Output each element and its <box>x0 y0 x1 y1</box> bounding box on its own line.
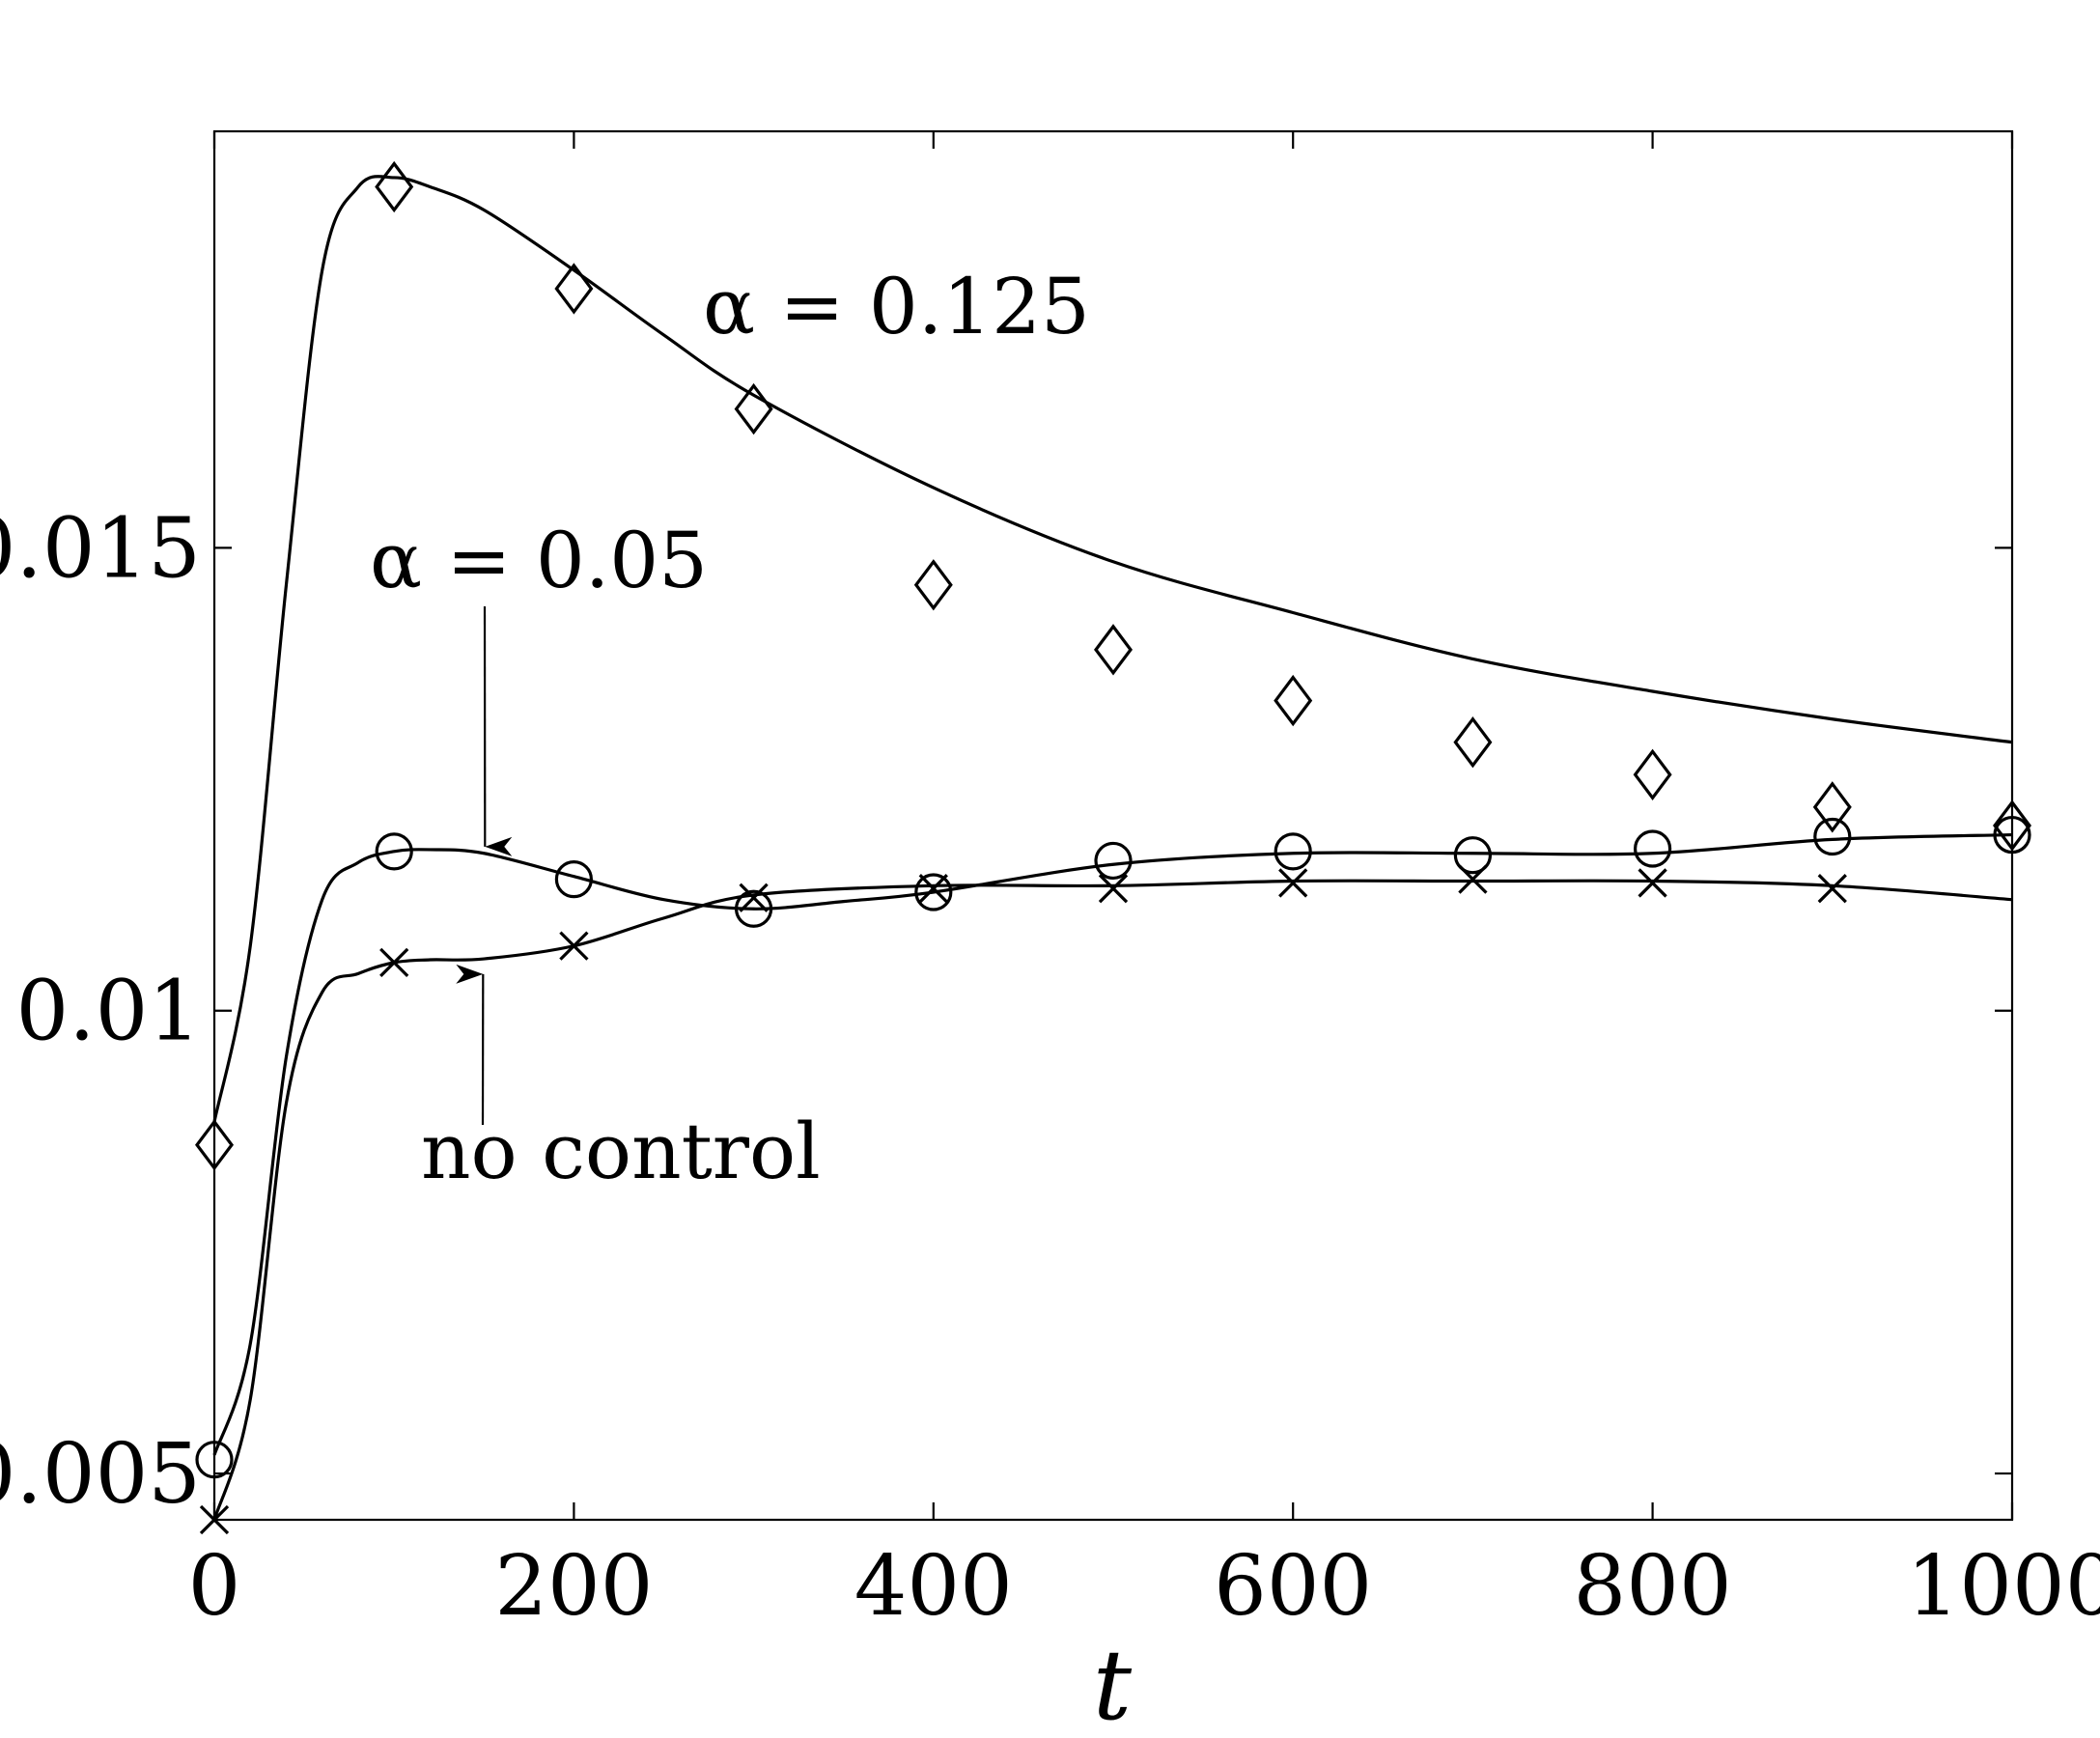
y-tick-label-1: 0.01 <box>16 964 201 1060</box>
y-tick-labels: 0.005 0.01 0.015 <box>0 500 201 1523</box>
marker-x-4 <box>918 874 948 904</box>
marker-x-7 <box>1458 864 1488 894</box>
plot-frame <box>212 129 2014 1522</box>
series-line-circle <box>212 832 2013 1456</box>
annotation-alpha-005: α = 0.05 <box>370 516 708 605</box>
marker-x-1 <box>379 947 409 978</box>
marker-x-3 <box>739 883 769 912</box>
marker-circle-3 <box>734 889 773 928</box>
annotations: α = 0.125 α = 0.05 no control <box>370 262 1090 1196</box>
series-markers <box>195 160 2031 1535</box>
marker-circle-7 <box>1453 836 1493 875</box>
x-tick-labels: 0 200 400 600 800 1000 <box>188 1538 2100 1635</box>
marker-x-9 <box>1817 874 1847 904</box>
marker-circle-2 <box>554 860 594 899</box>
marker-diamond-9 <box>1812 781 1852 833</box>
marker-circle-5 <box>1094 841 1133 881</box>
marker-circle-4 <box>914 873 953 911</box>
marker-diamond-3 <box>734 382 773 435</box>
y-tick-label-2: 0.015 <box>0 500 201 597</box>
x-tick-label-5: 1000 <box>1907 1538 2100 1635</box>
marker-x-5 <box>1098 874 1129 904</box>
marker-diamond-0 <box>195 1119 234 1171</box>
y-tick-label-0: 0.005 <box>0 1426 201 1523</box>
x-tick-label-1: 200 <box>494 1538 653 1635</box>
annotation-alpha-0125: α = 0.125 <box>703 262 1090 351</box>
series-curves <box>212 175 2013 1521</box>
x-tick-label-2: 400 <box>854 1538 1013 1635</box>
annotation-no-control: no control <box>421 1107 821 1196</box>
x-tick-label-3: 600 <box>1214 1538 1372 1635</box>
marker-x-2 <box>559 931 589 961</box>
marker-circle-10 <box>1993 815 2031 855</box>
series-line-x <box>212 879 2013 1521</box>
marker-diamond-8 <box>1633 748 1672 800</box>
marker-x-6 <box>1278 868 1308 898</box>
marker-diamond-2 <box>554 263 594 315</box>
x-tick-label-4: 800 <box>1574 1538 1732 1635</box>
marker-diamond-10 <box>1993 799 2031 852</box>
x-axis-title: t <box>1093 1629 1133 1738</box>
marker-circle-9 <box>1813 817 1852 856</box>
marker-diamond-5 <box>1094 624 1133 676</box>
marker-diamond-1 <box>375 160 414 213</box>
marker-circle-6 <box>1274 832 1312 871</box>
marker-circle-8 <box>1633 829 1672 868</box>
marker-x-8 <box>1638 868 1667 898</box>
marker-diamond-6 <box>1274 674 1313 727</box>
marker-circle-0 <box>195 1441 234 1479</box>
marker-diamond-7 <box>1453 716 1493 769</box>
marker-x-0 <box>199 1504 230 1535</box>
x-tick-label-0: 0 <box>188 1538 241 1635</box>
marker-diamond-4 <box>913 559 953 611</box>
marker-circle-1 <box>375 832 413 871</box>
series-line-diamond <box>212 175 2013 1123</box>
